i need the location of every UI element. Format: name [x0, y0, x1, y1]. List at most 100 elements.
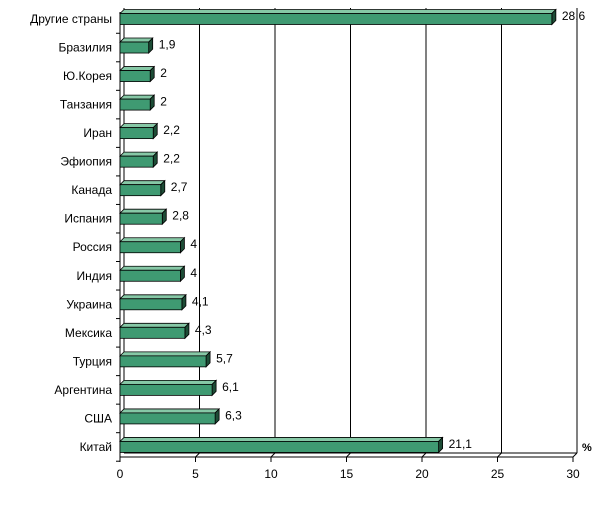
category-label: Китай	[80, 440, 112, 454]
bar-top	[119, 351, 212, 357]
bar	[119, 350, 212, 368]
bar-front	[119, 41, 150, 54]
bar-front	[119, 70, 151, 82]
bar	[119, 265, 186, 283]
bar-top	[119, 180, 166, 186]
bar-front	[119, 383, 213, 396]
value-label: 4	[190, 237, 197, 251]
x-axis: 0 5 10 15 20 25 30	[116, 8, 580, 481]
bar-front	[119, 326, 186, 339]
category-label: Турция	[73, 354, 112, 368]
value-label: 6,3	[225, 408, 242, 422]
category-label: Иран	[83, 126, 112, 140]
bars	[119, 8, 557, 454]
category-labels: Другие страны Бразилия Ю.Корея Танзания Иран…	[30, 12, 112, 454]
x-tick-label: 10	[264, 467, 278, 481]
value-label: 2,7	[171, 180, 188, 194]
bar	[119, 94, 156, 112]
bar	[119, 179, 166, 197]
bar-top	[119, 208, 168, 214]
category-label: Украина	[66, 297, 112, 311]
category-label: Аргентина	[54, 383, 112, 397]
bar-top	[119, 237, 186, 243]
bar-front	[119, 355, 207, 368]
value-label: 2	[160, 95, 167, 109]
bar-top	[119, 94, 156, 100]
category-label: Мексика	[65, 326, 112, 340]
bar-top	[119, 9, 557, 14]
value-label: 21,1	[449, 437, 473, 451]
category-label: Эфиопия	[60, 155, 112, 169]
bar-top	[119, 66, 156, 71]
bar-top	[119, 151, 159, 157]
bar-top	[119, 322, 190, 328]
bar	[119, 65, 156, 83]
category-label: Бразилия	[59, 41, 113, 55]
value-label: 5,7	[216, 351, 233, 365]
category-label: Танзания	[60, 98, 112, 112]
bar	[119, 407, 221, 425]
value-label: 4,1	[192, 294, 209, 308]
gridline-floor	[572, 452, 578, 458]
bar-front	[119, 441, 440, 453]
bar	[119, 151, 159, 169]
bar-front	[119, 155, 154, 168]
bar-front	[119, 212, 163, 225]
category-label: Ю.Корея	[63, 69, 112, 83]
value-label: 2,2	[163, 123, 180, 137]
bar-front	[119, 412, 216, 425]
unit-label: %	[582, 442, 592, 454]
value-label: 2	[160, 66, 167, 80]
gridline-floor	[421, 452, 427, 458]
bar-front	[119, 98, 151, 111]
x-tick-label: 5	[192, 467, 199, 481]
gridlines	[195, 8, 578, 458]
gridline-floor	[195, 452, 200, 458]
value-label: 2,8	[172, 209, 189, 223]
value-label: 4	[190, 266, 197, 280]
category-label: Россия	[73, 240, 112, 254]
bar-front	[119, 13, 553, 25]
bar-top	[119, 37, 154, 43]
category-label: Индия	[77, 269, 112, 283]
bar-top	[119, 265, 186, 271]
bar	[119, 322, 190, 340]
value-label: 1,9	[159, 38, 176, 52]
bar-top	[119, 437, 444, 442]
value-labels: 28,61,9222,22,22,72,8444,14,35,76,16,321…	[159, 9, 586, 451]
value-label: 6,1	[222, 380, 239, 394]
category-label: США	[84, 411, 112, 425]
gridline-floor	[346, 452, 351, 458]
value-label: 4,3	[195, 323, 212, 337]
bar	[119, 436, 444, 454]
bar	[119, 8, 557, 26]
bar	[119, 37, 154, 54]
x-tick-label: 25	[491, 467, 505, 481]
bar-top	[119, 294, 187, 300]
gridline-floor	[270, 452, 276, 458]
bar-front	[119, 298, 183, 311]
bar-top	[119, 379, 218, 385]
x-tick-label: 20	[415, 467, 429, 481]
category-label: Другие страны	[30, 12, 112, 26]
value-label: 2,2	[163, 152, 180, 166]
bar-top	[119, 123, 159, 129]
bar-front	[119, 269, 181, 282]
gridline-floor	[497, 452, 502, 458]
bar-top	[119, 408, 221, 414]
x-tick-label: 15	[340, 467, 354, 481]
bar-front	[119, 184, 162, 197]
bar	[119, 122, 159, 140]
category-label: Канада	[71, 183, 112, 197]
x-tick-label: 30	[566, 467, 580, 481]
bar-front	[119, 127, 154, 140]
bar	[119, 379, 218, 397]
category-label: Испания	[64, 212, 112, 226]
bar-front	[119, 241, 181, 254]
bar	[119, 293, 187, 311]
bar	[119, 208, 168, 226]
value-label: 28,6	[562, 9, 586, 23]
x-tick-label: 0	[117, 467, 124, 481]
bar	[119, 236, 186, 254]
